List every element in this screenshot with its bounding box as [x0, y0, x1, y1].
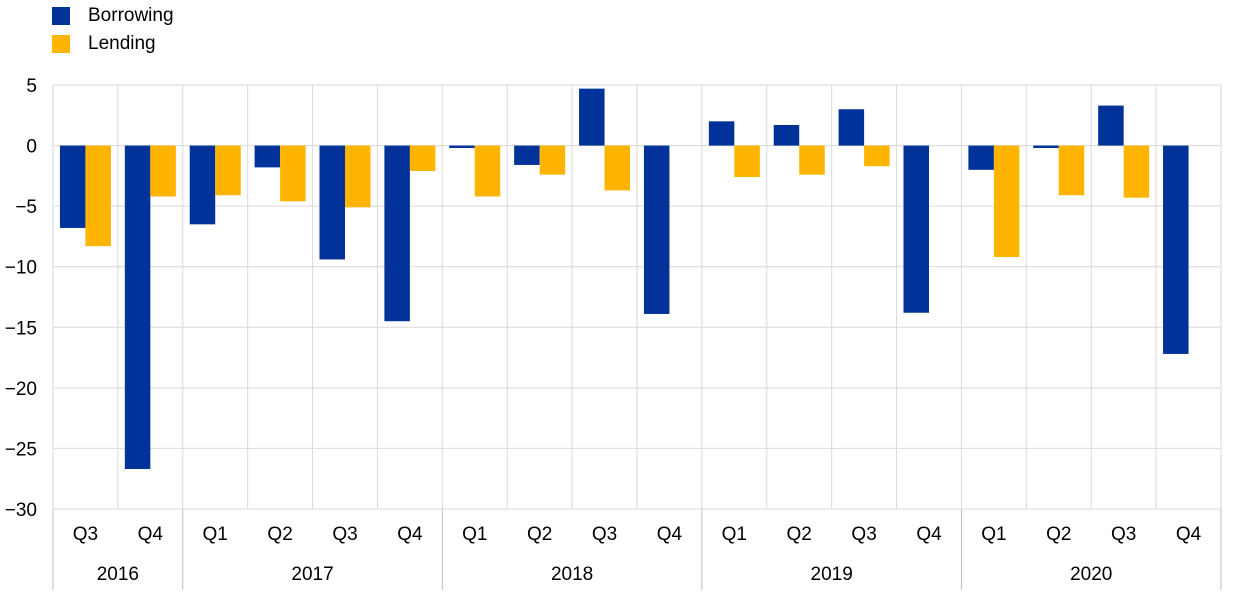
- y-tick-label: 5: [26, 76, 37, 97]
- y-tick-label: −5: [15, 197, 37, 218]
- bar-borrowing: [189, 145, 216, 225]
- bar-lending: [993, 145, 1020, 258]
- bar-lending: [1058, 145, 1085, 196]
- y-tick-label: −15: [5, 318, 37, 339]
- x-tick-label: Q2: [787, 524, 812, 545]
- bar-borrowing: [1163, 145, 1189, 354]
- bar-borrowing: [579, 88, 605, 146]
- x-tick-label: Q2: [527, 524, 552, 545]
- year-label: 2017: [291, 564, 333, 585]
- bar-borrowing: [124, 145, 151, 470]
- bar-lending: [539, 145, 566, 175]
- bar-lending: [280, 145, 306, 202]
- bar-borrowing: [254, 145, 281, 168]
- legend: Borrowing Lending: [52, 2, 174, 58]
- y-tick-label: −25: [5, 439, 37, 460]
- x-tick-label: Q3: [851, 524, 876, 545]
- legend-label-borrowing: Borrowing: [88, 5, 174, 26]
- x-tick-label: Q4: [138, 524, 164, 545]
- x-tick-label: Q1: [203, 524, 228, 545]
- bar-lending: [85, 145, 111, 247]
- bar-borrowing: [838, 109, 865, 146]
- x-tick-label: Q2: [1046, 524, 1071, 545]
- bar-lending: [474, 145, 501, 197]
- y-tick-label: −30: [5, 500, 37, 521]
- year-label: 2018: [551, 564, 593, 585]
- x-tick-label: Q3: [73, 524, 98, 545]
- x-tick-label: Q2: [267, 524, 292, 545]
- bar-borrowing: [514, 145, 540, 165]
- legend-label-lending: Lending: [88, 33, 156, 54]
- bar-borrowing: [643, 145, 670, 314]
- bar-lending: [604, 145, 631, 191]
- legend-item-borrowing: Borrowing: [52, 2, 174, 30]
- x-tick-label: Q4: [657, 524, 683, 545]
- year-label: 2019: [811, 564, 853, 585]
- bar-lending: [799, 145, 825, 175]
- legend-swatch-borrowing: [52, 7, 70, 25]
- bar-lending: [864, 145, 890, 167]
- bar-borrowing: [384, 145, 410, 322]
- bar-borrowing: [59, 145, 86, 228]
- x-tick-label: Q3: [1111, 524, 1136, 545]
- x-tick-label: Q3: [332, 524, 357, 545]
- bar-lending: [1123, 145, 1150, 198]
- x-tick-label: Q1: [722, 524, 747, 545]
- legend-swatch-lending: [52, 35, 70, 53]
- bar-lending: [734, 145, 760, 178]
- bar-borrowing: [968, 145, 994, 170]
- bar-lending: [345, 145, 371, 208]
- y-tick-label: −10: [5, 258, 37, 279]
- bar-lending: [150, 145, 176, 197]
- year-label: 2016: [97, 564, 139, 585]
- bar-lending: [215, 145, 241, 196]
- x-tick-label: Q1: [981, 524, 1006, 545]
- bar-borrowing: [449, 145, 475, 148]
- bar-borrowing: [1098, 105, 1124, 146]
- y-tick-label: −20: [5, 379, 37, 400]
- bar-borrowing: [708, 121, 735, 146]
- bar-borrowing: [773, 124, 800, 146]
- bar-lending: [409, 145, 436, 172]
- x-tick-label: Q4: [1176, 524, 1202, 545]
- x-tick-label: Q4: [397, 524, 423, 545]
- legend-item-lending: Lending: [52, 30, 174, 58]
- bar-borrowing: [903, 145, 929, 313]
- x-tick-label: Q1: [462, 524, 487, 545]
- bar-borrowing: [1033, 145, 1059, 148]
- y-tick-label: 0: [26, 137, 37, 158]
- x-tick-label: Q4: [916, 524, 942, 545]
- bar-borrowing: [319, 145, 345, 260]
- x-tick-label: Q3: [592, 524, 617, 545]
- year-label: 2020: [1070, 564, 1112, 585]
